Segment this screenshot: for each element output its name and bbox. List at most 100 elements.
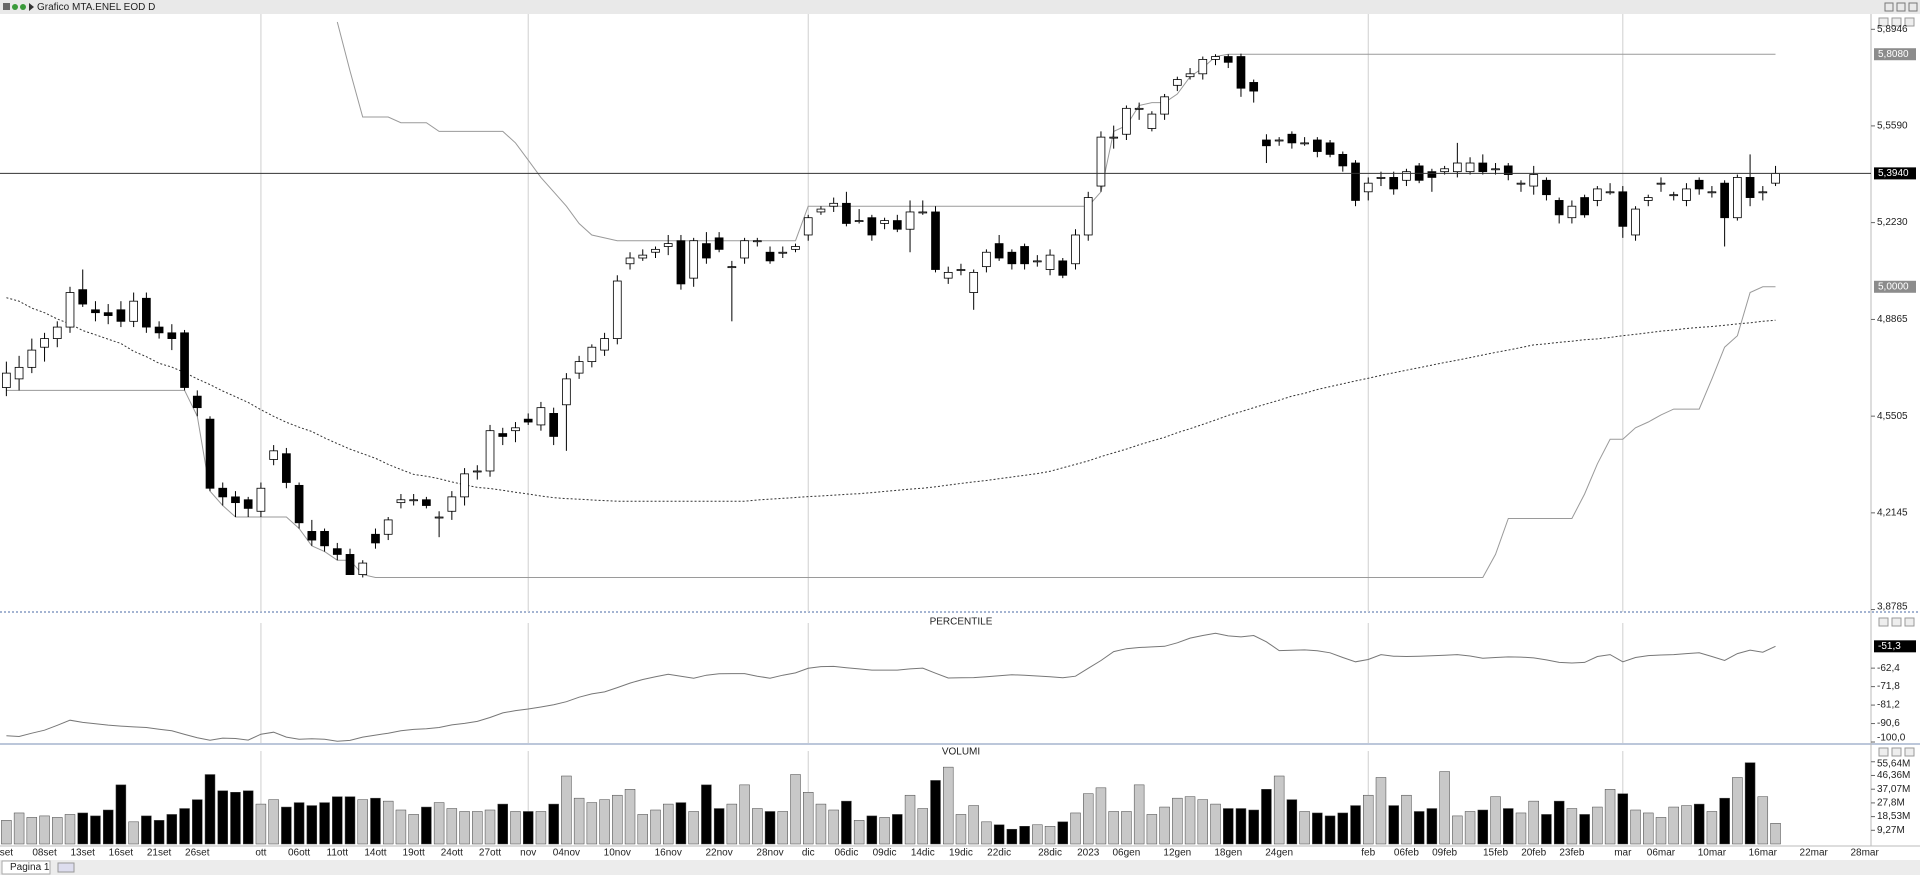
- candle-body: [752, 240, 762, 243]
- window-button[interactable]: [1908, 2, 1918, 12]
- candle-body: [956, 269, 966, 271]
- candle-body: [1185, 73, 1195, 78]
- y-tick-label: 18,53M: [1877, 811, 1910, 822]
- candle-body: [498, 433, 508, 437]
- volume-bar: [446, 808, 458, 845]
- volume-bar: [624, 789, 636, 845]
- volume-bar: [637, 814, 648, 845]
- volume-bar: [981, 821, 992, 845]
- candle-body: [294, 484, 304, 524]
- last-value-box: [1874, 640, 1916, 653]
- tab[interactable]: [1, 860, 51, 875]
- panel-button[interactable]: [1891, 747, 1902, 757]
- volume-bar: [1604, 789, 1616, 845]
- candle-body: [332, 548, 342, 555]
- candle-body: [892, 220, 902, 230]
- volume-bar: [993, 824, 1005, 845]
- x-tick-label: 28nov: [756, 848, 783, 859]
- volume-bar: [853, 820, 865, 845]
- volume-bar: [1528, 800, 1539, 845]
- x-tick-label: 28dic: [1038, 848, 1062, 859]
- volume-bar: [1452, 815, 1463, 845]
- volume-bar: [204, 774, 216, 845]
- candle-body: [256, 487, 266, 512]
- volume-bar: [1210, 803, 1221, 845]
- status-icon: [12, 4, 18, 10]
- tab-label[interactable]: Pagina 1: [10, 862, 50, 873]
- candle-body: [1580, 197, 1589, 216]
- volume-bar: [612, 794, 623, 845]
- candle-body: [1020, 246, 1029, 265]
- panel-button[interactable]: [1891, 17, 1902, 27]
- candle-body: [345, 554, 355, 575]
- volume-bar: [1490, 796, 1501, 845]
- volume-bar: [1095, 787, 1107, 845]
- candle-body: [1172, 79, 1182, 86]
- volume-bar: [815, 803, 827, 845]
- last-value-label: -51,3: [1878, 641, 1901, 652]
- candle-body: [714, 237, 724, 250]
- x-tick-label: 13set: [70, 848, 95, 859]
- volume-bar: [1299, 811, 1310, 845]
- candle-body: [943, 271, 953, 279]
- volume-bar: [752, 808, 763, 845]
- candle-body: [231, 496, 240, 504]
- y-tick-label: 4,5505: [1877, 411, 1908, 422]
- status-icon: [20, 4, 26, 10]
- candle-body: [1694, 179, 1704, 190]
- candle-body: [702, 243, 711, 259]
- candle-body: [14, 366, 24, 380]
- x-tick-label: 20feb: [1521, 848, 1546, 859]
- panel-button[interactable]: [1904, 747, 1915, 757]
- volume-bar: [1159, 806, 1170, 845]
- volume-bar: [39, 815, 50, 845]
- panel-button[interactable]: [1904, 617, 1915, 627]
- candle-body: [129, 300, 138, 322]
- x-tick-label: ott: [255, 848, 266, 859]
- window-button[interactable]: [1896, 2, 1906, 12]
- volume-bar: [1, 820, 12, 845]
- volume-bar: [472, 811, 483, 845]
- candle-body: [78, 289, 88, 305]
- candle-body: [1071, 234, 1080, 265]
- volume-bar: [1719, 797, 1730, 845]
- volume-bar: [1248, 809, 1259, 845]
- candle-body: [1427, 171, 1437, 178]
- candle-body: [536, 407, 546, 426]
- x-tick-label: 28mar: [1850, 848, 1879, 859]
- candle-body: [447, 496, 457, 512]
- volume-bar: [242, 790, 254, 845]
- volume-bar: [1146, 814, 1158, 845]
- candle-body: [676, 240, 686, 285]
- candle-body: [1542, 179, 1551, 196]
- panel-button[interactable]: [1904, 17, 1915, 27]
- x-tick-label: 06feb: [1394, 848, 1419, 859]
- candle-body: [1147, 113, 1157, 129]
- volume-bar: [433, 802, 445, 845]
- volume-bar: [1566, 808, 1578, 845]
- candle-body: [994, 243, 1004, 259]
- candle-body: [472, 470, 482, 473]
- play-icon[interactable]: [29, 3, 34, 11]
- panel-button[interactable]: [1891, 617, 1902, 627]
- candle-body: [1083, 197, 1093, 236]
- candle-body: [867, 217, 877, 236]
- y-tick-label: 5,5590: [1877, 121, 1908, 132]
- volume-bar: [943, 766, 954, 845]
- volume-bar: [1032, 824, 1043, 845]
- volume-bar: [1426, 808, 1438, 845]
- candle-body: [205, 418, 215, 489]
- panel-button[interactable]: [1878, 17, 1889, 27]
- panel-button[interactable]: [1878, 617, 1889, 627]
- volume-bar: [1643, 812, 1654, 845]
- candle-body: [1643, 197, 1653, 201]
- menu-icon[interactable]: [3, 3, 10, 10]
- y-tick-label: 5,2230: [1877, 217, 1908, 228]
- candle-body: [1503, 165, 1513, 175]
- panel-button[interactable]: [1878, 747, 1889, 757]
- last-value-label: 5,3940: [1878, 168, 1909, 179]
- window-button[interactable]: [1884, 2, 1894, 12]
- candle-body: [1274, 139, 1284, 142]
- tab-add[interactable]: [57, 862, 75, 873]
- volume-bar: [90, 815, 101, 845]
